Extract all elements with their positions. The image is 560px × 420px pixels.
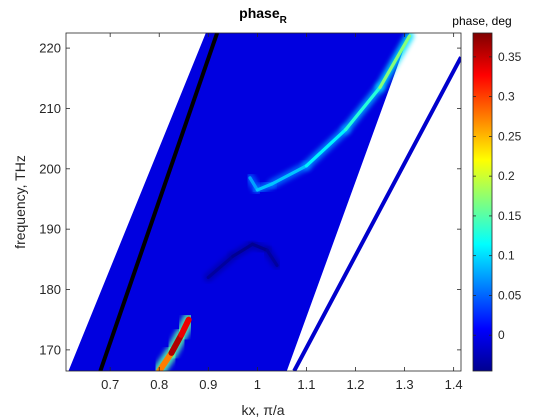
- x-tick-label: 1.3: [396, 377, 414, 392]
- colorbar-tick-label: 0: [498, 328, 505, 342]
- light-line-0: [98, 33, 220, 371]
- lower-band-segment-0: [206, 254, 235, 280]
- colorbar-tick-label: 0.25: [498, 129, 522, 143]
- colorbar-tick-label: 0.2: [498, 169, 515, 183]
- upper-band-segment-0: [248, 176, 259, 192]
- lower-band-segment-3: [265, 248, 279, 267]
- colorbar: phase, deg 0 0.05 0.1 0.15 0.2 0.25 0.3 0.35: [452, 14, 522, 372]
- upper-band: [245, 33, 414, 195]
- colorbar-gradient: [472, 32, 493, 372]
- x-axis: 0.7 0.8 0.9 1 1.1 1.2 1.3 1.4: [101, 33, 463, 392]
- upper-band-segment-5: [378, 34, 412, 89]
- upper-band-segment-2: [270, 164, 309, 186]
- colorbar-tick-label: 0.35: [498, 50, 522, 64]
- y-tick-label: 220: [39, 41, 61, 56]
- x-tick-label: 1.1: [297, 377, 315, 392]
- y-axis: 170 180 190 200 210 220: [39, 41, 461, 357]
- colorbar-tick-label: 0.1: [498, 249, 515, 263]
- x-tick-label: 1: [254, 377, 261, 392]
- colorbar-title: phase, deg: [452, 14, 511, 28]
- y-tick-label: 180: [39, 282, 61, 297]
- x-axis-title: kx, π/a: [241, 402, 284, 418]
- lower-band: [203, 239, 282, 282]
- lower-band-segment-1: [231, 242, 255, 258]
- colorbar-tick-label: 0.05: [498, 288, 522, 302]
- x-tick-label: 1.2: [346, 377, 364, 392]
- plot-frame: [65, 32, 462, 372]
- upper-band-segment-1: [255, 182, 274, 192]
- y-tick-label: 210: [39, 101, 61, 116]
- colorbar-ticks: 0 0.05 0.1 0.15 0.2 0.25 0.3 0.35: [473, 50, 522, 342]
- x-tick-label: 0.9: [199, 377, 217, 392]
- plot-area: 0.7 0.8 0.9 1 1.1 1.2 1.3 1.4 170 180 190 200 210 22…: [39, 32, 463, 392]
- upper-band-segment-3: [304, 127, 348, 168]
- colorbar-tick-label: 0.3: [498, 90, 515, 104]
- y-tick-label: 200: [39, 161, 61, 176]
- x-tick-label: 1.4: [445, 377, 463, 392]
- hot-spot-segment-0: [156, 349, 175, 371]
- upper-band-segment-4: [344, 85, 382, 132]
- hot-spot: [152, 313, 196, 371]
- colorbar-tick-label: 0.15: [498, 209, 522, 223]
- data-region: [68, 33, 410, 371]
- light-line-1: [292, 56, 461, 371]
- chart-title-main: phase: [239, 5, 280, 21]
- hot-spot-segment-1: [168, 331, 185, 356]
- x-tick-label: 0.7: [101, 377, 119, 392]
- chart-title-subscript: R: [280, 15, 288, 26]
- y-tick-label: 190: [39, 222, 61, 237]
- chart-title: phaseR: [239, 5, 287, 26]
- data-layer: [68, 33, 461, 371]
- y-axis-title: frequency, THz: [12, 155, 28, 249]
- lower-band-segment-2: [250, 242, 269, 252]
- y-tick-label: 170: [39, 342, 61, 357]
- x-tick-label: 0.8: [150, 377, 168, 392]
- hot-spot-segment-2: [178, 316, 192, 338]
